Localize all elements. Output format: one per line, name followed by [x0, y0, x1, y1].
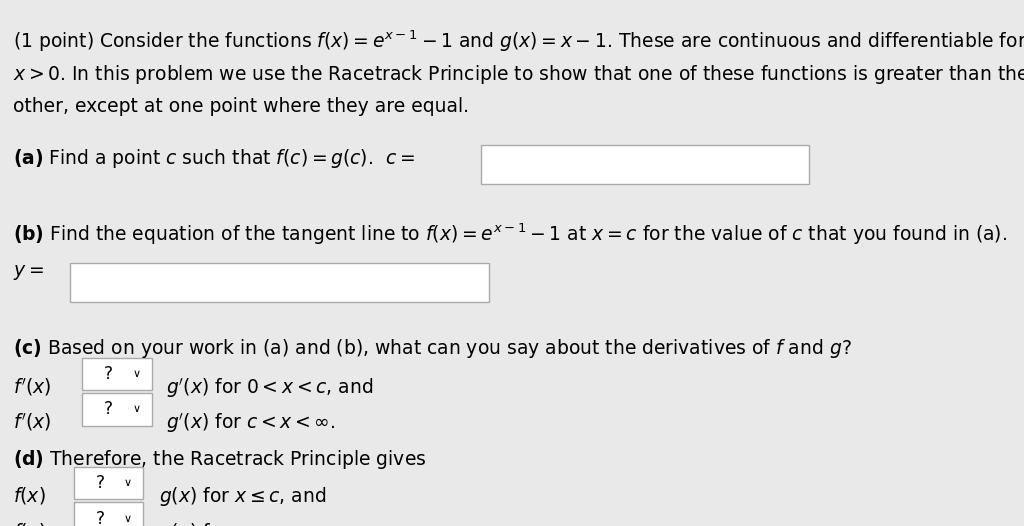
- Text: $g(x)$ for $x \geq c$.: $g(x)$ for $x \geq c$.: [159, 521, 285, 526]
- FancyBboxPatch shape: [481, 145, 809, 184]
- Text: $\mathbf{(c)}$ Based on your work in (a) and (b), what can you say about the der: $\mathbf{(c)}$ Based on your work in (a)…: [13, 337, 852, 360]
- Text: $f(x)$: $f(x)$: [13, 485, 46, 506]
- FancyBboxPatch shape: [82, 393, 152, 426]
- Text: $f(x)$: $f(x)$: [13, 521, 46, 526]
- FancyBboxPatch shape: [82, 358, 152, 390]
- Text: ∨: ∨: [124, 513, 132, 524]
- Text: $g'(x)$ for $c < x < \infty$.: $g'(x)$ for $c < x < \infty$.: [166, 411, 335, 436]
- Text: $f'(x)$: $f'(x)$: [13, 411, 51, 433]
- Text: $y = $: $y = $: [13, 263, 44, 282]
- Text: $\mathbf{(b)}$ Find the equation of the tangent line to $f(x) = e^{x-1} - 1$ at : $\mathbf{(b)}$ Find the equation of the …: [13, 222, 1008, 247]
- Text: $g(x)$ for $x \leq c$, and: $g(x)$ for $x \leq c$, and: [159, 485, 326, 508]
- Text: ∨: ∨: [124, 478, 132, 488]
- Text: $x > 0$. In this problem we use the Racetrack Principle to show that one of thes: $x > 0$. In this problem we use the Race…: [13, 63, 1024, 86]
- Text: ?: ?: [95, 510, 104, 526]
- Text: (1 point) Consider the functions $f(x) = e^{x-1} - 1$ and $g(x) = x - 1$. These : (1 point) Consider the functions $f(x) =…: [13, 29, 1024, 54]
- Text: $f'(x)$: $f'(x)$: [13, 376, 51, 398]
- FancyBboxPatch shape: [74, 502, 143, 526]
- FancyBboxPatch shape: [74, 467, 143, 499]
- Text: other, except at one point where they are equal.: other, except at one point where they ar…: [13, 97, 469, 116]
- Text: ∨: ∨: [132, 404, 140, 414]
- Text: $\mathbf{(d)}$ Therefore, the Racetrack Principle gives: $\mathbf{(d)}$ Therefore, the Racetrack …: [13, 448, 427, 471]
- Text: ?: ?: [103, 365, 113, 383]
- FancyBboxPatch shape: [70, 263, 489, 302]
- Text: ∨: ∨: [132, 369, 140, 379]
- Text: ?: ?: [103, 400, 113, 418]
- Text: $\mathbf{(a)}$ Find a point $c$ such that $f(c) = g(c)$.  $c = $: $\mathbf{(a)}$ Find a point $c$ such tha…: [13, 147, 415, 170]
- Text: ?: ?: [95, 474, 104, 492]
- Text: $g'(x)$ for $0 < x < c$, and: $g'(x)$ for $0 < x < c$, and: [166, 376, 373, 400]
